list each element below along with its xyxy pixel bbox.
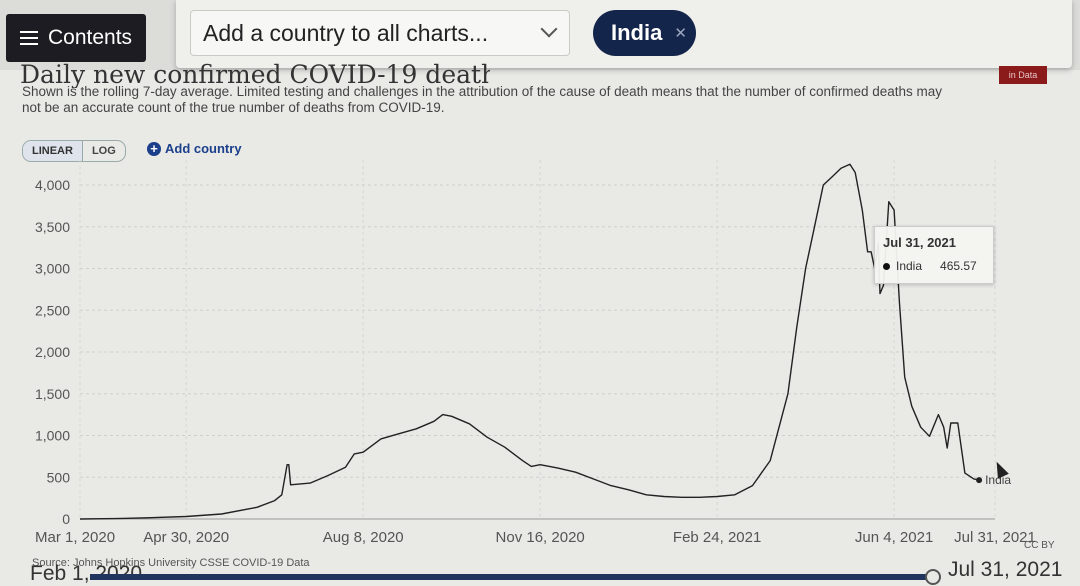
hamburger-icon [20, 31, 38, 45]
linear-scale-button[interactable]: LINEAR [23, 141, 83, 161]
y-tick-label: 0 [62, 511, 70, 527]
chevron-down-icon [540, 20, 558, 38]
chart-subtitle: Shown is the rolling 7-day average. Limi… [22, 84, 943, 115]
timeline-handle[interactable] [925, 569, 941, 585]
y-tick-label: 1,000 [35, 428, 70, 444]
x-tick-label: Jul 31, 2021 [954, 529, 1036, 546]
timeline-end-label: Jul 31, 2021 [948, 558, 1063, 581]
tooltip-date: Jul 31, 2021 [883, 235, 956, 250]
y-tick-label: 3,500 [35, 219, 70, 235]
timeline-track[interactable] [90, 574, 930, 580]
contents-label: Contents [48, 26, 133, 49]
contents-button[interactable]: Contents [6, 14, 146, 62]
plus-icon: + [147, 141, 161, 156]
y-tick-label: 1,500 [35, 386, 70, 402]
y-tick-label: 2,000 [35, 344, 70, 360]
selected-country-chip[interactable]: India ✕ [593, 10, 696, 56]
scale-toggle: LINEAR LOG [22, 140, 126, 162]
country-select-placeholder: Add a country to all charts... [203, 19, 489, 46]
series-dot-icon [883, 262, 890, 270]
y-tick-label: 2,500 [35, 302, 70, 318]
x-tick-label: Jun 4, 2021 [855, 529, 933, 546]
add-country-label: Add country [165, 141, 242, 156]
chart-title: Daily new confirmed COVID-19 deaths [20, 60, 490, 88]
x-tick-label: Aug 8, 2020 [323, 529, 404, 546]
chart-series: India [79, 163, 1011, 520]
series-endpoint-india [976, 477, 983, 484]
tooltip-series-name: India [896, 259, 923, 273]
y-axis-ticks: 0 500 1,000 1,500 2,000 2,500 3,000 3,500 4,000 [35, 177, 70, 527]
tooltip-value: 465.57 [940, 259, 977, 273]
selected-country-label: India [611, 20, 663, 45]
x-axis-ticks: Mar 1, 2020 Apr 30, 2020 Aug 8, 2020 Nov 16… [35, 529, 1036, 546]
x-tick-label: Feb 24, 2021 [673, 529, 761, 546]
country-select-dropdown[interactable]: Add a country to all charts... [190, 10, 570, 56]
license-link[interactable]: CC BY [1024, 540, 1055, 551]
timeline-slider[interactable]: Feb 1, 2020 Jul 31, 2021 [0, 558, 1080, 585]
chart-tooltip: Jul 31, 2021 India 465.57 [874, 226, 994, 284]
log-scale-button[interactable]: LOG [91, 145, 116, 157]
add-country-button[interactable]: + Add country [147, 141, 242, 156]
x-tick-label: Apr 30, 2020 [143, 529, 229, 546]
y-tick-label: 4,000 [35, 177, 70, 193]
x-tick-label: Mar 1, 2020 [35, 529, 115, 546]
series-label-india: India [985, 473, 1011, 487]
series-line-india [79, 163, 980, 520]
y-tick-label: 3,000 [35, 261, 70, 277]
x-tick-label: Nov 16, 2020 [496, 529, 585, 546]
y-tick-label: 500 [47, 469, 71, 485]
owid-logo-badge: in Data [999, 66, 1047, 84]
source-note[interactable]: Source: Johns Hopkins University CSSE CO… [32, 557, 310, 569]
tooltip-row: India 465.57 [883, 259, 977, 273]
chart-grid [79, 160, 996, 520]
remove-country-icon[interactable]: ✕ [674, 25, 687, 42]
line-chart[interactable]: 05001,0001,5002,0002,5003,0003,5004,000 … [0, 150, 1080, 560]
country-selector-panel: Add a country to all charts... India ✕ [176, 0, 1072, 68]
